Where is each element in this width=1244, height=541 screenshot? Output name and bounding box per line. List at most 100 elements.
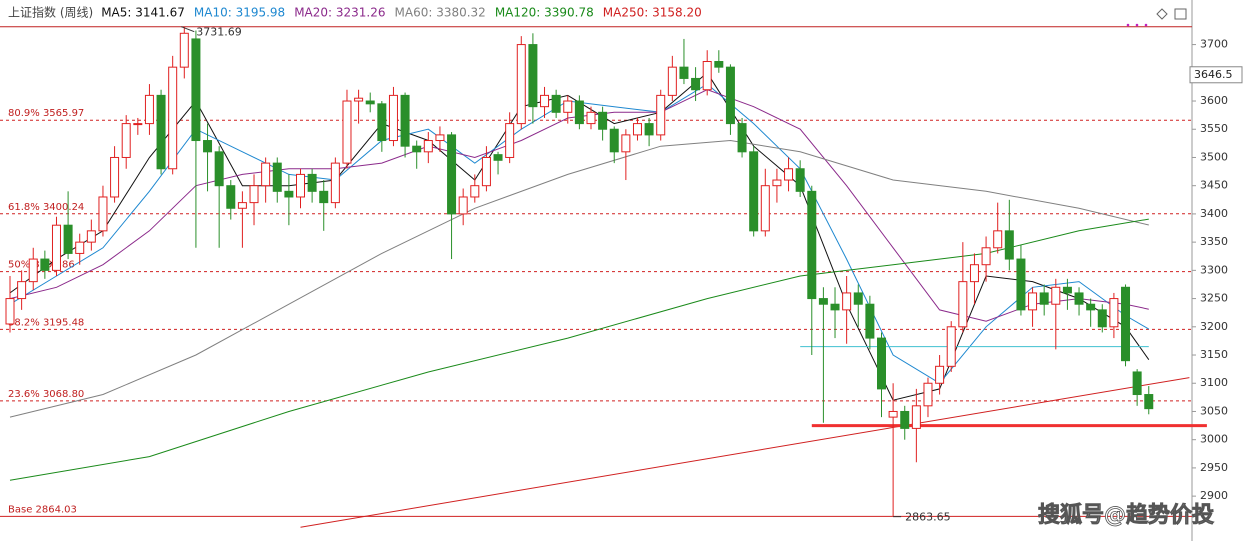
candle-body (1028, 292, 1038, 311)
candle-body (98, 196, 108, 232)
candle-body (528, 44, 538, 108)
candle-body (133, 123, 143, 126)
candle-body (946, 326, 956, 367)
candle-body (667, 66, 677, 96)
candle-body (307, 173, 317, 192)
candle-body (598, 111, 608, 130)
candle-body (1039, 292, 1049, 305)
fib-label: 80.9% 3565.97 (8, 108, 84, 119)
candle-body (435, 134, 445, 142)
candle-body (203, 140, 213, 153)
fib-label: 23.6% 3068.80 (8, 389, 84, 400)
candle-body (284, 190, 294, 198)
candle-body (574, 100, 584, 125)
dot (1135, 23, 1139, 27)
price-tag (1189, 66, 1243, 84)
candle-body (249, 185, 259, 204)
y-tick-label: 3300 (1200, 263, 1228, 276)
candle-body (516, 44, 526, 125)
candle-body (17, 281, 27, 300)
candle-body (807, 190, 817, 300)
top-icons (1126, 8, 1187, 27)
candle-body (110, 156, 120, 198)
candle-body (1097, 309, 1107, 328)
candle-body (28, 258, 38, 283)
candle-body (493, 154, 503, 161)
candle-body (75, 241, 85, 254)
y-tick-label: 3500 (1200, 150, 1228, 163)
legend-label: MA5: 3141.67 (101, 6, 185, 20)
candle-body (737, 123, 747, 153)
y-tick-label: 3250 (1200, 292, 1228, 305)
legend-label: MA250: 3158.20 (603, 6, 702, 20)
candle-body (342, 100, 352, 164)
dot (1126, 23, 1130, 27)
candle-body (1144, 394, 1154, 410)
ma-line (9, 218, 1149, 481)
candle-body (795, 168, 805, 192)
candle-body (1074, 292, 1084, 305)
candle-body (749, 151, 759, 232)
legend-label: MA120: 3390.78 (495, 6, 594, 20)
candle-body (923, 382, 933, 407)
y-tick-label: 3450 (1200, 179, 1228, 192)
candle-body (1016, 258, 1026, 311)
candle-body (1109, 298, 1119, 328)
candle-body (272, 162, 282, 192)
candle-body (1121, 286, 1131, 362)
candle-body (969, 264, 979, 283)
candle-body (447, 134, 457, 215)
candle-body (214, 151, 224, 187)
candle-body (784, 168, 794, 181)
candle-body (319, 190, 329, 204)
candle-body (388, 94, 398, 142)
candle-body (144, 94, 154, 125)
candle-body (470, 185, 480, 198)
y-tick-label: 3400 (1200, 207, 1228, 220)
y-tick-label: 2950 (1200, 461, 1228, 474)
candle-body (877, 337, 886, 390)
y-tick-label: 3150 (1200, 348, 1228, 361)
candle-body (458, 196, 468, 215)
candle-body (725, 66, 735, 125)
legend-label: MA10: 3195.98 (194, 6, 285, 20)
candle-body (1086, 303, 1096, 311)
candle-body (412, 145, 422, 153)
candle-body (563, 100, 573, 113)
candle-body (1062, 286, 1072, 294)
candle-body (330, 162, 340, 204)
candle-body (237, 202, 247, 209)
candle-body (609, 128, 619, 153)
candle-body (900, 410, 910, 429)
y-tick-label: 3200 (1200, 320, 1228, 333)
candle-body (958, 281, 968, 328)
candle-body (354, 97, 364, 102)
candle-body (551, 94, 561, 113)
candle-body (656, 94, 666, 136)
candle-body (981, 247, 991, 266)
price-tag-label: 3646.5 (1194, 68, 1233, 81)
y-tick-label: 3000 (1200, 433, 1228, 446)
y-tick-label: 2900 (1200, 489, 1228, 502)
candle-body (935, 365, 945, 384)
candle-body (400, 94, 410, 147)
candle-body (156, 94, 166, 170)
candle-body (296, 173, 305, 198)
candle-body (179, 32, 189, 68)
candle-body (818, 298, 828, 305)
candle-body (1051, 286, 1061, 305)
legend-label: MA60: 3380.32 (395, 6, 486, 20)
arrow (181, 26, 195, 33)
candle-body (772, 179, 782, 187)
fib-label: 38.2% 3195.48 (8, 317, 84, 328)
candle-body (842, 292, 852, 311)
window-icon[interactable] (1174, 8, 1187, 20)
candle-body (865, 303, 875, 339)
fib-label: Base 2864.03 (8, 504, 77, 515)
candle-body (911, 405, 921, 429)
candle-body (830, 303, 840, 311)
diamond-icon[interactable] (1156, 8, 1168, 20)
y-tick-label: 3700 (1200, 38, 1228, 51)
